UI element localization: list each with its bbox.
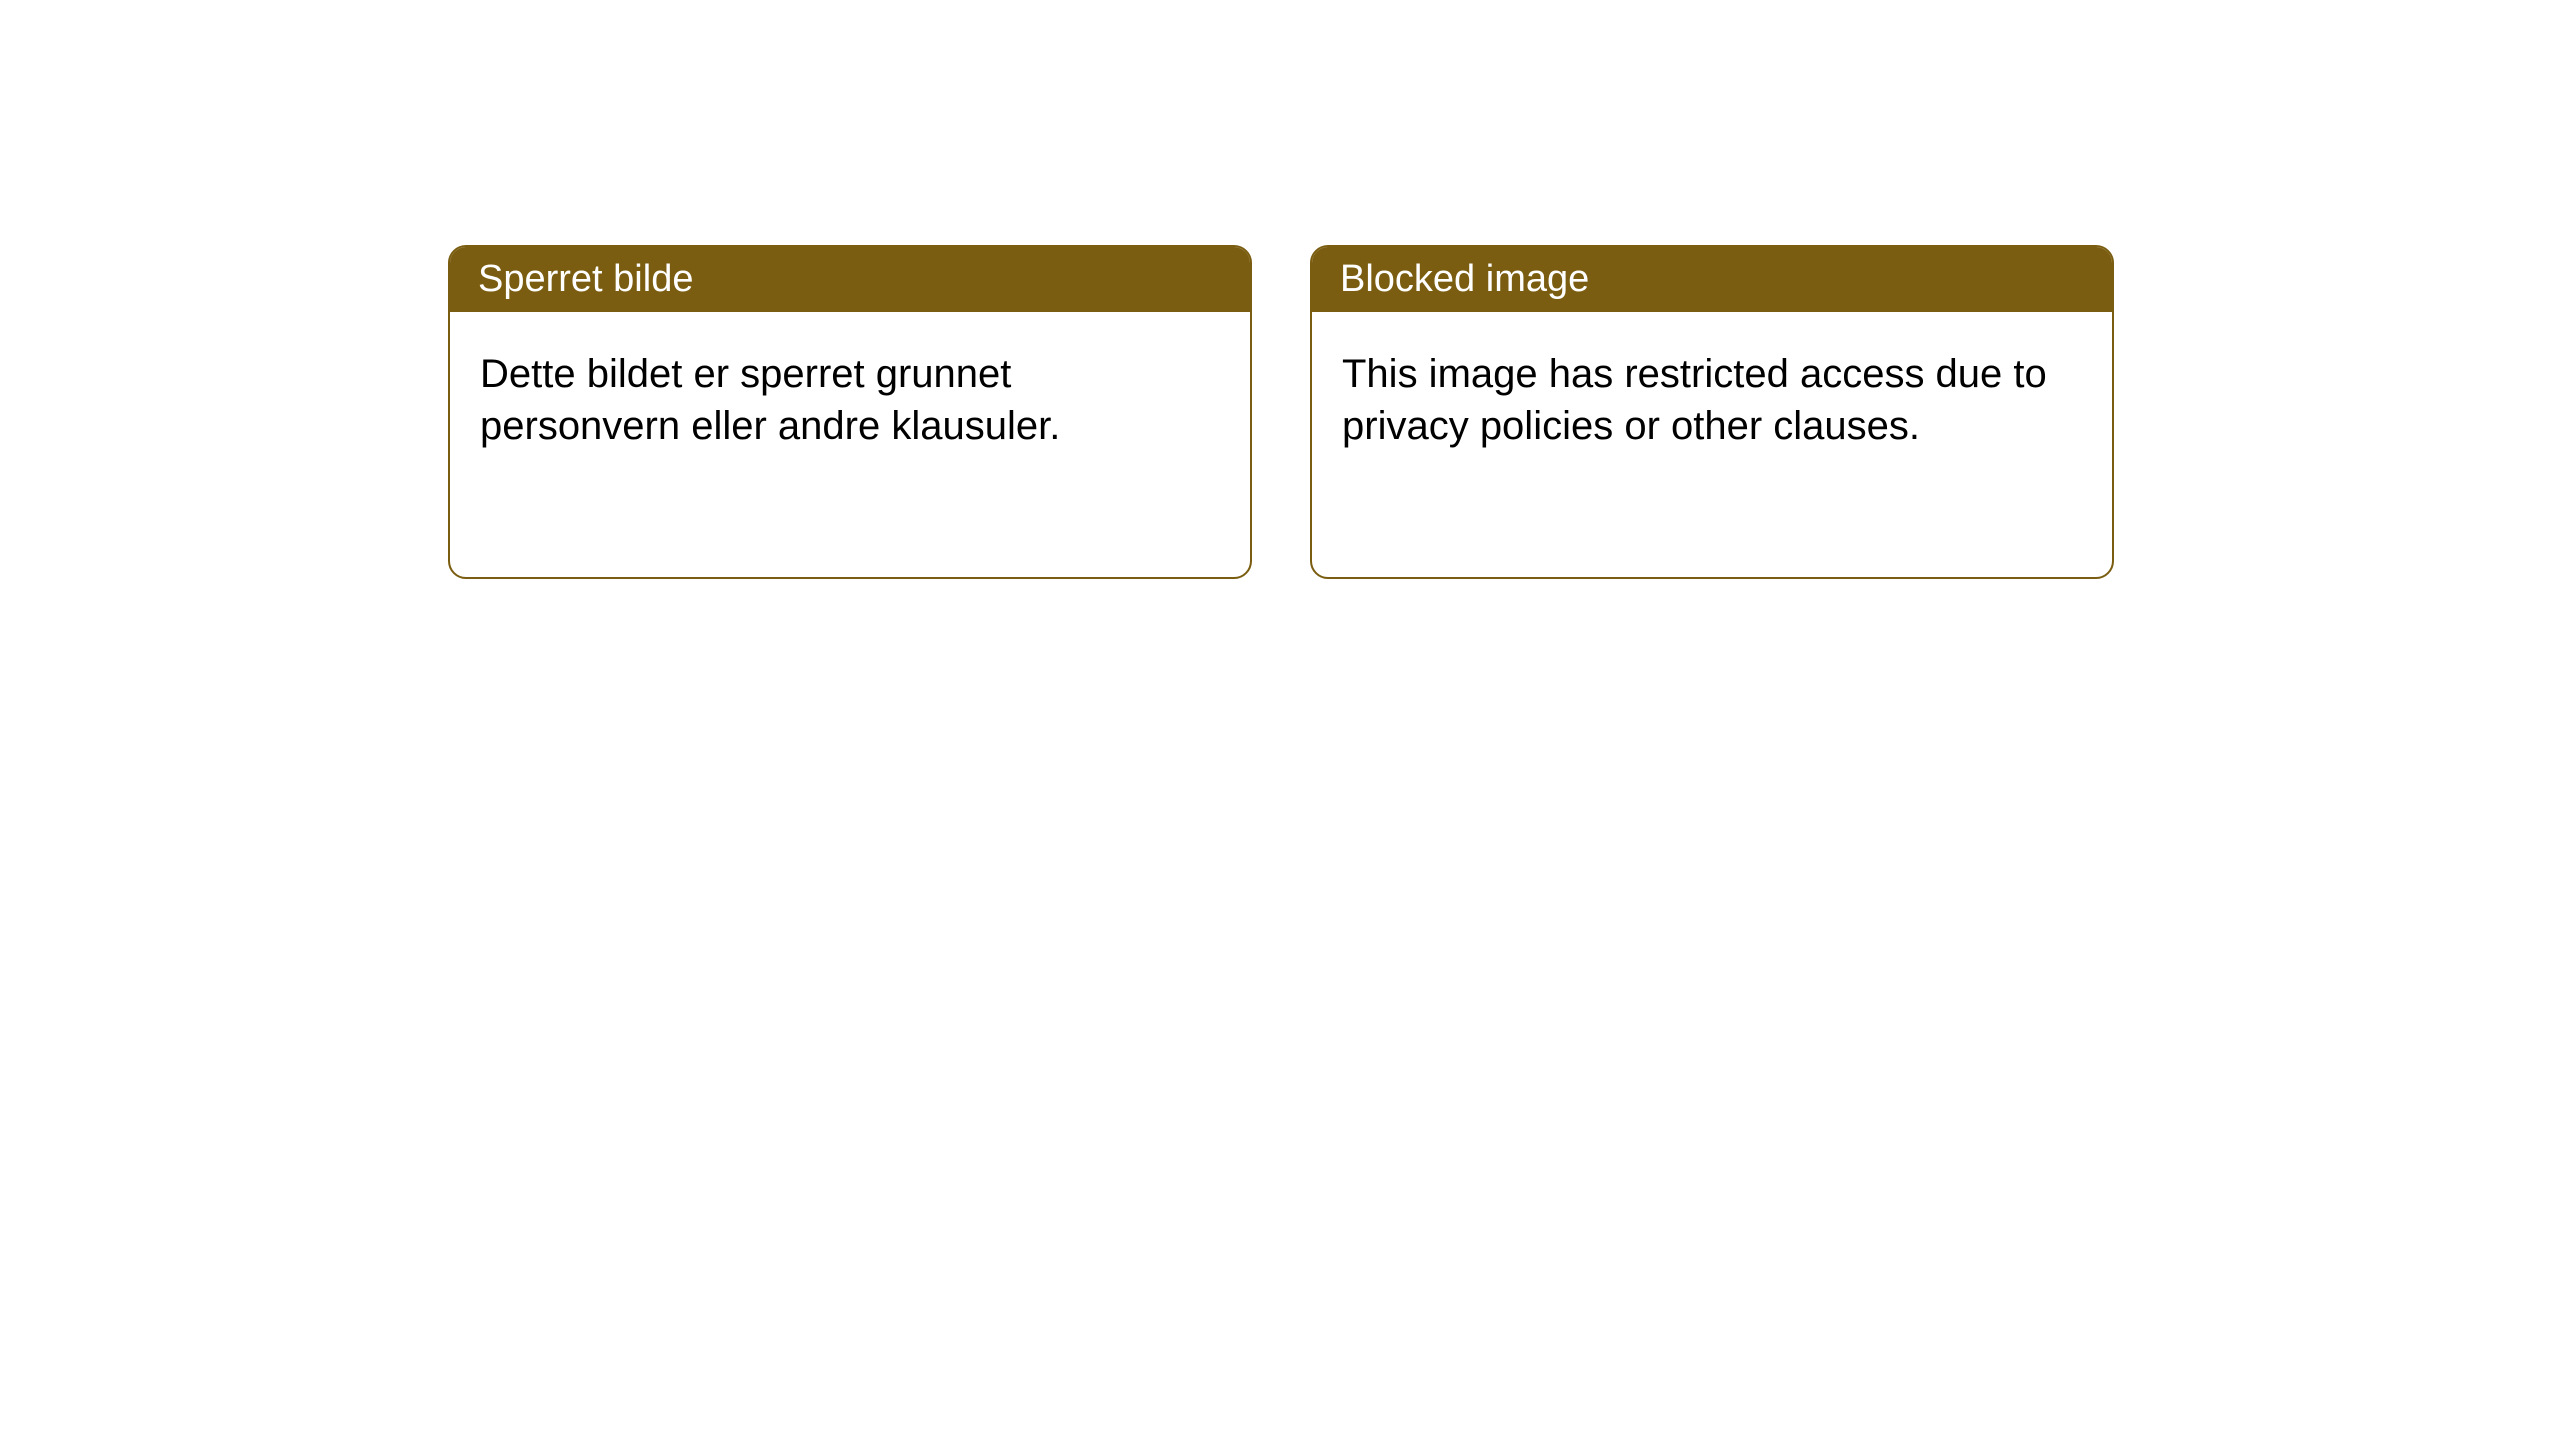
card-body-text: Dette bildet er sperret grunnet personve… [480,352,1060,448]
notice-cards-container: Sperret bilde Dette bildet er sperret gr… [0,0,2560,579]
card-title: Sperret bilde [478,258,693,300]
card-header: Blocked image [1312,247,2112,312]
card-body: Dette bildet er sperret grunnet personve… [450,312,1250,488]
card-title: Blocked image [1340,258,1589,300]
card-header: Sperret bilde [450,247,1250,312]
card-body-text: This image has restricted access due to … [1342,352,2047,448]
card-body: This image has restricted access due to … [1312,312,2112,488]
blocked-image-card-no: Sperret bilde Dette bildet er sperret gr… [448,245,1252,579]
blocked-image-card-en: Blocked image This image has restricted … [1310,245,2114,579]
